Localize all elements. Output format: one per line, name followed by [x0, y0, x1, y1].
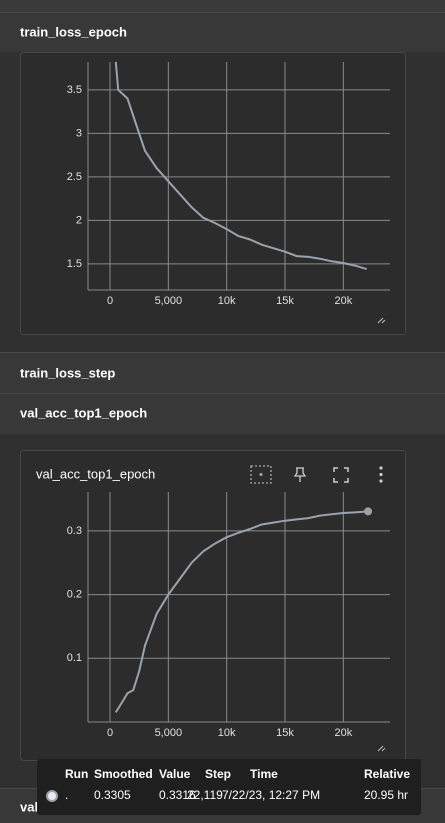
- resize-handle[interactable]: [377, 745, 386, 752]
- x-tick-label: 15k: [276, 295, 294, 307]
- tooltip-cell: 20.95 hr: [364, 788, 408, 802]
- series-line: [114, 61, 367, 271]
- x-tick-label: 5,000: [155, 727, 183, 739]
- y-tick-label: 3.5: [67, 84, 82, 96]
- y-tick-label: 0.1: [67, 652, 82, 664]
- section-title: val_acc_top1_epoch: [20, 405, 147, 420]
- run-swatch: [46, 790, 58, 802]
- resize-handle[interactable]: [377, 317, 386, 324]
- tooltip-header: Value: [159, 767, 191, 781]
- x-tick-label: 20k: [334, 727, 352, 739]
- top-bar: [0, 0, 445, 12]
- tooltip: [37, 759, 421, 815]
- y-tick-label: 2.5: [67, 171, 82, 183]
- section-title: train_loss_step: [20, 365, 115, 380]
- tooltip-cell: 0.3316: [159, 788, 196, 802]
- x-tick-label: 10k: [218, 295, 236, 307]
- menu-icon[interactable]: [379, 466, 383, 483]
- series-line: [114, 510, 369, 713]
- section-title: train_loss_epoch: [20, 24, 127, 39]
- tooltip-header: Relative: [364, 767, 410, 781]
- tooltip-header: Smoothed: [94, 767, 153, 781]
- tooltip-cell: 7/22/23, 12:27 PM: [222, 788, 320, 802]
- tooltip-cell: 22,119: [187, 788, 223, 802]
- x-tick-label: 5,000: [155, 295, 183, 307]
- y-tick-label: 2: [76, 214, 82, 226]
- tooltip-header: Step: [205, 767, 231, 781]
- tooltip-cell: .: [65, 788, 68, 802]
- section-header[interactable]: [0, 13, 445, 52]
- plots: 0 5,000 10k 15k 20k 1.5 2 2.5 3 3.5 0 5,000 10k 15k 20…: [67, 61, 390, 739]
- x-tick-label: 0: [107, 727, 113, 739]
- section-header[interactable]: [0, 353, 445, 393]
- tooltip-header: Time: [250, 767, 278, 781]
- section-header[interactable]: [0, 394, 445, 434]
- x-tick-label: 10k: [218, 727, 236, 739]
- pin-icon[interactable]: [293, 467, 307, 482]
- y-tick-label: 3: [76, 127, 82, 139]
- y-tick-label: 1.5: [67, 258, 82, 270]
- fullscreen-icon[interactable]: [333, 467, 349, 483]
- tooltip-content: Run Smoothed Value Step Time Relative. 0.3305 0…: [46, 767, 410, 802]
- tooltip-header: Run: [65, 767, 88, 781]
- y-tick-label: 0.3: [67, 525, 82, 537]
- fit-icon[interactable]: [250, 465, 272, 484]
- x-tick-label: 0: [107, 295, 113, 307]
- end-marker: [364, 507, 373, 516]
- x-tick-label: 20k: [334, 295, 352, 307]
- tooltip-cell: 0.3305: [94, 788, 131, 802]
- y-tick-label: 0.2: [67, 588, 82, 600]
- divider: [0, 352, 445, 353]
- divider: [0, 12, 445, 13]
- divider: [0, 393, 445, 394]
- card-title: val_acc_top1_epoch: [36, 466, 155, 481]
- card: [20, 450, 406, 761]
- x-tick-label: 15k: [276, 727, 294, 739]
